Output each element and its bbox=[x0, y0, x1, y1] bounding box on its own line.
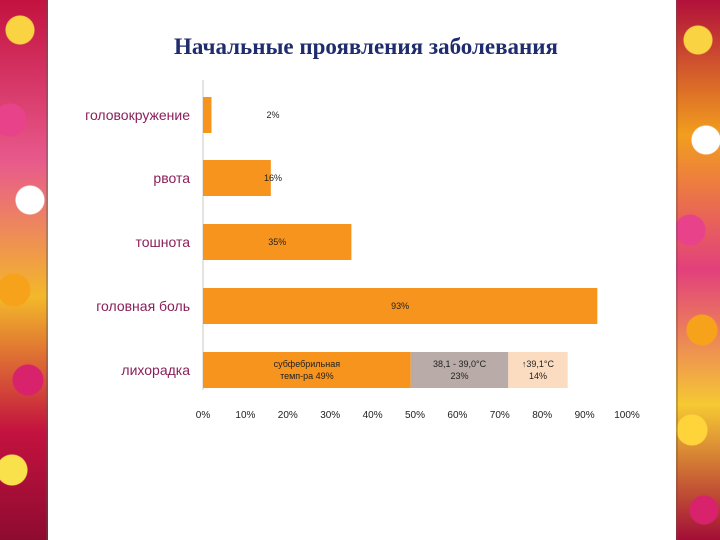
bar bbox=[203, 97, 212, 133]
segment-label: 38,1 - 39,0°С 23% bbox=[433, 359, 487, 381]
category-label: головокружение bbox=[85, 107, 190, 123]
x-tick-label: 30% bbox=[320, 410, 340, 421]
x-tick-label: 100% bbox=[614, 410, 640, 421]
bar-segment bbox=[508, 352, 568, 388]
slide-title: Начальные проявления заболевания bbox=[174, 34, 558, 59]
bar bbox=[203, 160, 271, 196]
x-tick-label: 50% bbox=[405, 410, 425, 421]
x-tick-label: 10% bbox=[235, 410, 255, 421]
decorative-flower-border-left bbox=[0, 0, 48, 540]
x-tick-label: 70% bbox=[490, 410, 510, 421]
segment-label: субфебрильная темп-ра 49% bbox=[274, 359, 341, 381]
bar bbox=[203, 288, 598, 324]
category-label: рвота bbox=[153, 170, 190, 186]
decorative-flower-border-right bbox=[676, 0, 720, 540]
x-tick-label: 90% bbox=[575, 410, 595, 421]
bar-value-label: 35% bbox=[268, 237, 286, 247]
x-tick-label: 40% bbox=[363, 410, 383, 421]
x-tick-label: 0% bbox=[196, 410, 211, 421]
bar bbox=[203, 224, 352, 260]
bar-value-label: 93% bbox=[391, 301, 409, 311]
category-label: лихорадка bbox=[121, 362, 190, 378]
bar-segment bbox=[410, 352, 509, 388]
category-label: тошнота bbox=[135, 234, 190, 250]
category-label: головная боль bbox=[96, 298, 190, 314]
bar-value-label: 2% bbox=[266, 110, 279, 120]
x-tick-label: 80% bbox=[532, 410, 552, 421]
segment-label: ↑39,1°С 14% bbox=[522, 359, 555, 381]
bar-value-label: 16% bbox=[264, 173, 282, 183]
x-tick-label: 60% bbox=[447, 410, 467, 421]
bar-segment bbox=[203, 352, 411, 388]
x-tick-label: 20% bbox=[278, 410, 298, 421]
